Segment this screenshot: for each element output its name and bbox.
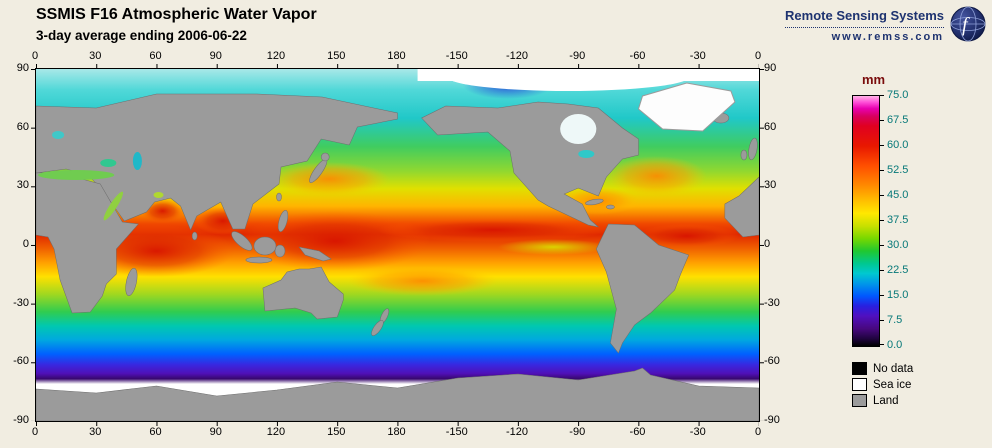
lat-label: -30	[13, 296, 29, 309]
colorbar-tick-label: 22.5	[887, 264, 909, 276]
colorbar-tick-label: 0.0	[887, 339, 903, 351]
colorbar-tick-label: 30.0	[887, 239, 909, 251]
legend-item-no-data: No data	[852, 362, 913, 375]
lon-label: -150	[445, 426, 468, 438]
lon-label: 90	[209, 426, 222, 438]
lon-label: -150	[445, 50, 468, 62]
lon-label: 0	[754, 50, 762, 62]
colorbar-tick-label: 75.0	[887, 89, 909, 101]
brand-url-link[interactable]: www.remss.com	[785, 27, 944, 43]
colorbar-tick-label: 60.0	[887, 139, 909, 151]
lat-label: -90	[13, 414, 29, 426]
lat-label: 0	[22, 238, 29, 250]
lon-label: -30	[689, 426, 706, 438]
y-tick-marks-left	[31, 69, 35, 421]
lon-label: 120	[266, 50, 286, 62]
colorbar-tick-label: 37.5	[887, 214, 909, 226]
lat-label: 60	[16, 120, 29, 133]
y-tick-marks-right	[760, 69, 764, 421]
latitude-axis-left: 90 60 30 0 -30 -60 -90	[0, 62, 31, 426]
legend-label: Land	[873, 394, 899, 407]
lon-label: 180	[387, 426, 406, 438]
latitude-axis-right: 90 60 30 0 -30 -60 -90	[762, 62, 792, 426]
lon-label: 90	[209, 50, 222, 62]
world-water-vapor-map	[31, 64, 764, 426]
lon-label: 30	[89, 426, 102, 438]
svg-text:f: f	[962, 14, 970, 36]
branding: Remote Sensing Systems www.remss.com	[785, 8, 944, 43]
colorbar-unit-label: mm	[862, 72, 886, 87]
lon-label: 150	[327, 426, 346, 438]
longitude-axis-top: 0 30 60 90 120 150 180 -150 -120 -90 -60…	[31, 50, 762, 63]
lon-label: 0	[31, 426, 39, 438]
legend-item-land: Land	[852, 394, 913, 407]
colorbar-tick-label: 45.0	[887, 189, 909, 201]
lon-label: 150	[327, 50, 346, 62]
x-tick-marks-bottom	[36, 422, 759, 426]
x-tick-marks-top	[36, 64, 759, 68]
water-vapor-field-image	[36, 69, 759, 421]
colorbar-tick-label: 52.5	[887, 164, 909, 176]
lat-label: 90	[764, 62, 777, 74]
lon-label: -60	[629, 50, 646, 62]
lat-label: 0	[764, 238, 771, 250]
colorbar-tick-label: 15.0	[887, 289, 909, 301]
lat-label: 30	[764, 179, 777, 192]
legend-label: Sea ice	[873, 378, 912, 391]
remss-globe-logo-icon: f	[950, 6, 986, 42]
lat-label: 90	[16, 62, 29, 74]
lon-label: -90	[569, 50, 586, 62]
colorbar-tick-label: 7.5	[887, 314, 903, 326]
lat-label: -60	[13, 355, 29, 368]
lon-label: -90	[569, 426, 586, 438]
lon-label: 0	[754, 426, 762, 438]
lon-label: 180	[387, 50, 406, 62]
longitude-axis-bottom: 0 30 60 90 120 150 180 -150 -120 -90 -60…	[31, 426, 762, 439]
colorbar-tick-label: 67.5	[887, 114, 909, 126]
colorbar-tick-marks	[880, 95, 884, 345]
lon-label: -30	[689, 50, 706, 62]
colorbar	[852, 95, 880, 347]
sea-ice-swatch	[852, 378, 867, 391]
page-subtitle: 3-day average ending 2006-06-22	[36, 28, 247, 43]
map-legend: No data Sea ice Land	[852, 362, 913, 410]
lat-label: 60	[764, 120, 777, 133]
lat-label: -90	[764, 414, 780, 426]
land-swatch	[852, 394, 867, 407]
lat-label: -60	[764, 355, 780, 368]
lon-label: 0	[31, 50, 39, 62]
lat-label: -30	[764, 296, 780, 309]
lon-label: -120	[505, 426, 529, 438]
lon-label: 120	[266, 426, 286, 438]
lat-label: 30	[16, 179, 29, 192]
legend-label: No data	[873, 362, 914, 375]
lon-label: 60	[149, 426, 162, 438]
colorbar-labels: 75.0 67.5 60.0 52.5 45.0 37.5 30.0 22.5 …	[887, 89, 927, 351]
page-title: SSMIS F16 Atmospheric Water Vapor	[36, 6, 317, 23]
lon-label: 60	[149, 50, 162, 62]
lon-label: -120	[505, 50, 529, 62]
lon-label: 30	[89, 50, 102, 62]
lon-label: -60	[629, 426, 646, 438]
legend-item-sea-ice: Sea ice	[852, 378, 913, 391]
brand-name: Remote Sensing Systems	[785, 8, 944, 23]
no-data-swatch	[852, 362, 867, 375]
